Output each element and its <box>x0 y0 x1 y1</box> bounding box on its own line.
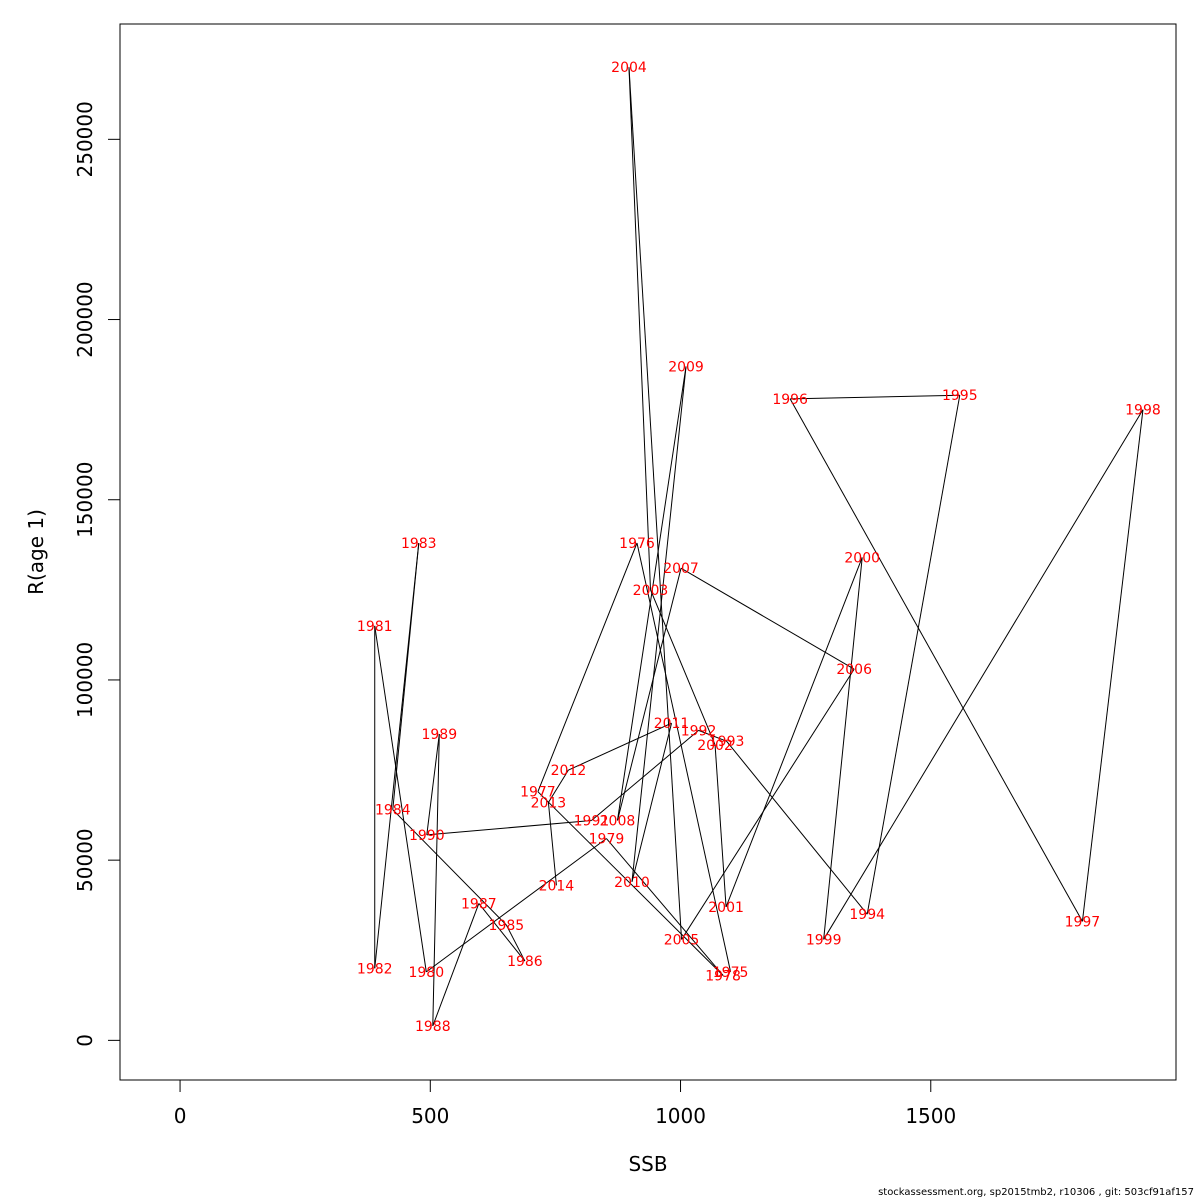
year-label: 2004 <box>611 60 647 76</box>
trajectory-segment <box>591 730 699 821</box>
trajectory-segment <box>547 802 557 886</box>
year-label: 1996 <box>772 392 808 408</box>
trajectory-segment <box>823 557 863 940</box>
trajectory-segment <box>616 366 687 821</box>
x-tick-label: 0 <box>174 1104 187 1128</box>
year-label: 2014 <box>539 878 575 894</box>
year-label: 1991 <box>574 814 610 830</box>
year-label: 1989 <box>421 727 457 743</box>
year-label: 1990 <box>409 828 445 844</box>
x-tick-label: 1500 <box>905 1104 956 1128</box>
trajectory-segment <box>432 903 480 1027</box>
year-label: 1999 <box>806 932 842 948</box>
trajectory-segment <box>628 67 652 590</box>
trajectory-segment <box>790 394 960 400</box>
trajectory-lines <box>374 67 1144 1027</box>
y-axis-label: R(age 1) <box>24 509 48 595</box>
year-label: 1988 <box>415 1019 451 1035</box>
trajectory-segment <box>425 838 607 973</box>
year-label: 2013 <box>531 795 567 811</box>
trajectory-segment <box>698 729 727 742</box>
year-label: 1978 <box>705 968 741 984</box>
trajectory-segment <box>650 589 716 746</box>
trajectory-segment <box>631 366 687 882</box>
y-tick-label: 0 <box>73 1034 97 1047</box>
year-label: 2002 <box>697 738 733 754</box>
year-label: 2006 <box>836 662 872 678</box>
year-label: 1987 <box>461 896 497 912</box>
x-tick-label: 500 <box>411 1104 449 1128</box>
year-label: 2011 <box>654 716 690 732</box>
trajectory-segment <box>725 557 863 908</box>
year-label: 1997 <box>1065 914 1101 930</box>
trajectory-segment <box>631 723 673 882</box>
year-label: 1986 <box>507 954 543 970</box>
year-label: 1984 <box>375 803 411 819</box>
y-tick-label: 250000 <box>73 101 97 177</box>
year-label: 2012 <box>551 763 587 779</box>
trajectory-segment <box>680 567 855 670</box>
year-label: 2009 <box>668 359 704 375</box>
footer-caption: stockassessment.org, sp2015tmb2, r10306 … <box>878 1187 1194 1198</box>
y-tick-label: 50000 <box>73 828 97 892</box>
year-label: 1982 <box>357 961 393 977</box>
trajectory-segment <box>426 733 440 835</box>
trajectory-segment <box>628 67 683 940</box>
year-label: 2001 <box>708 900 744 916</box>
year-label: 1981 <box>357 619 393 635</box>
trajectory-segment <box>432 733 440 1026</box>
x-tick-label: 1000 <box>655 1104 706 1128</box>
trajectory-segment <box>478 903 526 962</box>
year-label: 2010 <box>614 875 650 891</box>
year-label: 2000 <box>844 550 880 566</box>
year-label: 1983 <box>401 536 437 552</box>
x-axis-label: SSB <box>628 1152 667 1176</box>
trajectory-segment <box>392 809 507 926</box>
trajectory-segment <box>636 542 732 972</box>
trajectory-segment <box>726 740 868 915</box>
y-tick-label: 200000 <box>73 281 97 357</box>
trajectory-segment <box>681 668 855 940</box>
year-label: 2008 <box>600 814 636 830</box>
trajectory-segment <box>568 722 672 771</box>
year-label: 1979 <box>589 832 625 848</box>
trajectory-segment <box>547 769 569 803</box>
trajectory-segment <box>789 398 1083 922</box>
trajectory-segment <box>606 838 724 976</box>
trajectory-segment <box>392 542 420 810</box>
year-label: 1992 <box>681 723 717 739</box>
trajectory-segment <box>426 820 592 836</box>
trajectory-segment <box>823 409 1144 940</box>
year-label: 1994 <box>849 907 885 923</box>
trajectory-segment <box>866 395 961 915</box>
y-tick-label: 100000 <box>73 642 97 718</box>
trajectory-segment <box>1081 409 1144 922</box>
trajectory-segment <box>537 542 638 792</box>
year-label: 1977 <box>520 785 556 801</box>
trajectory-segment <box>714 744 727 908</box>
year-label: 1976 <box>619 536 655 552</box>
year-labels: 1975 1976 1977 1978 1979 1980 1981 1982 1983 1984… <box>357 60 1161 1035</box>
trajectory-segment <box>616 568 682 821</box>
year-label: 1998 <box>1125 403 1161 419</box>
year-label: 1980 <box>408 965 444 981</box>
y-tick-label: 150000 <box>73 462 97 538</box>
trajectory-segment <box>505 924 526 962</box>
plot-frame <box>119 23 1177 1081</box>
year-label: 1985 <box>489 918 525 934</box>
year-label: 1975 <box>713 965 749 981</box>
year-label: 2007 <box>663 561 699 577</box>
year-label: 2003 <box>633 583 669 599</box>
year-label: 1993 <box>709 734 745 750</box>
x-axis: 0 500 1000 1500 <box>174 1079 956 1128</box>
year-label: 2005 <box>664 932 700 948</box>
year-label: 1995 <box>942 388 978 404</box>
trajectory-segment <box>374 625 427 972</box>
y-axis: 0 50000 100000 150000 200000 250000 <box>73 101 121 1047</box>
